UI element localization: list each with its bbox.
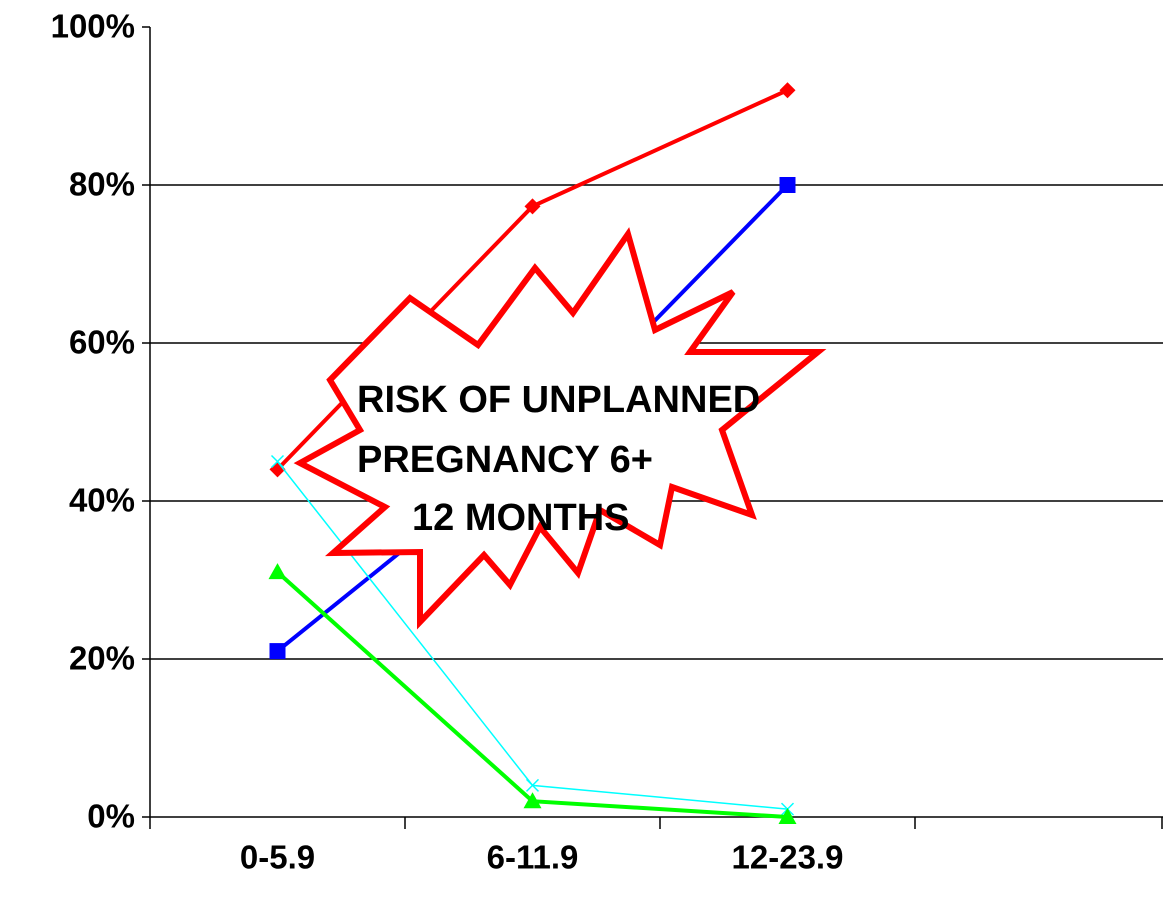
y-tick-label: 80% (69, 166, 135, 203)
annotation-line: RISK OF UNPLANNED (357, 379, 760, 421)
annotation-line: PREGNANCY 6+ (357, 439, 653, 481)
marker (270, 643, 286, 659)
series-line (278, 572, 788, 817)
y-tick-label: 100% (51, 8, 135, 45)
x-tick-label: 0-5.9 (240, 839, 315, 876)
y-tick-label: 40% (69, 482, 135, 519)
marker (780, 82, 796, 98)
annotation-line: 12 MONTHS (412, 497, 629, 539)
starburst (300, 234, 818, 622)
y-tick-label: 60% (69, 324, 135, 361)
y-tick-label: 0% (87, 798, 135, 835)
marker (269, 563, 287, 579)
marker (780, 177, 796, 193)
chart: 0% 20% 40% 60% 80% 100% 0-5.9 6-11.9 12-23.9 RIS… (0, 0, 1163, 901)
y-tick-label: 20% (69, 640, 135, 677)
x-tick-label: 12-23.9 (732, 839, 844, 876)
x-tick-label: 6-11.9 (487, 839, 579, 876)
